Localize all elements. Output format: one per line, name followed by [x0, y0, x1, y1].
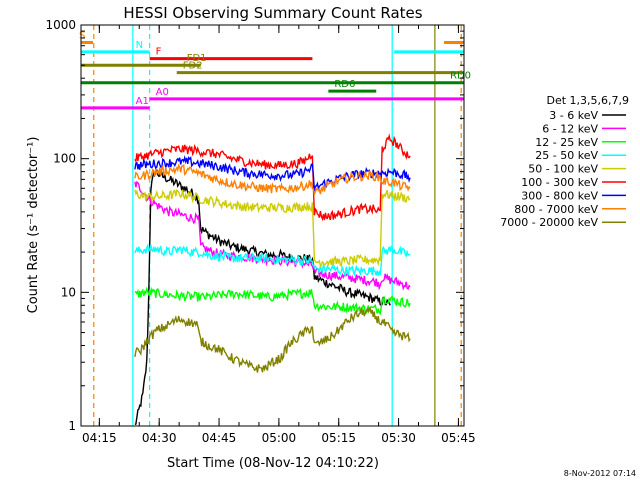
series-line-3-6-kev [134, 168, 391, 426]
flag-label-rd6: RD6 [334, 79, 355, 90]
legend-label-6-12-kev: 6 - 12 keV [542, 122, 598, 135]
y-tick-label: 1 [68, 419, 76, 433]
footer-date: 8-Nov-2012 07:14 [564, 469, 636, 478]
x-tick-label: 04:15 [82, 431, 117, 445]
flag-label-s: S [79, 30, 85, 41]
axes: 1 10 100 1000 04:15 04:30 04:45 05:00 05:15 05:30… [45, 18, 475, 445]
series-lines [134, 133, 411, 426]
x-axis-label: Start Time (08-Nov-12 04:10:22) [167, 456, 379, 471]
x-tick-label: 04:30 [142, 431, 177, 445]
y-tick-label: 100 [53, 152, 76, 166]
chart-title: HESSI Observing Summary Count Rates [123, 4, 422, 22]
flag-label-rd0: RD0 [450, 71, 471, 82]
series-line-25-50-kev [134, 243, 411, 278]
x-tick-label: 05:15 [321, 431, 356, 445]
flag-label-a1: A1 [136, 96, 149, 107]
legend-label-25-50-kev: 25 - 50 keV [535, 149, 598, 162]
x-tick-label: 04:45 [202, 431, 237, 445]
plot-frame [80, 24, 465, 427]
flag-label-a0: A0 [156, 87, 169, 98]
flag-label-fd1: FD1 [187, 53, 207, 64]
series-line-6-12-kev [134, 180, 411, 291]
x-tick-label: 05:00 [262, 431, 297, 445]
legend-label-300-800-kev: 300 - 800 keV [521, 189, 598, 202]
legend-header: Det 1,3,5,6,7,9 [546, 94, 629, 107]
x-tick-label: 05:45 [441, 431, 476, 445]
series-line-50-100-kev [134, 189, 411, 268]
y-axis-label: Count Rate (s⁻¹ detector⁻¹) [26, 137, 41, 314]
legend-label-12-25-kev: 12 - 25 keV [535, 136, 598, 149]
y-tick-label: 1000 [45, 18, 76, 32]
x-tick-label: 05:30 [381, 431, 416, 445]
legend-label-800-7000-kev: 800 - 7000 keV [514, 203, 598, 216]
flag-label-n: N [136, 40, 143, 51]
flag-label-f: F [156, 47, 162, 58]
legend-label-100-300-kev: 100 - 300 keV [521, 176, 598, 189]
flag-label-fd2: FD2 [183, 61, 203, 72]
series-line-12-25-kev [134, 286, 411, 316]
vertical-markers [93, 25, 462, 426]
series-line-7000-20000-kev [134, 306, 411, 373]
legend-label-7000-20000-kev: 7000 - 20000 keV [500, 216, 598, 229]
series-line-100-300-kev [134, 133, 411, 222]
legend-label-50-100-kev: 50 - 100 keV [528, 163, 598, 176]
legend-label-3-6-kev: 3 - 6 keV [549, 109, 598, 122]
series-line-800-7000-kev [134, 163, 411, 197]
y-tick-label: 10 [61, 285, 76, 299]
